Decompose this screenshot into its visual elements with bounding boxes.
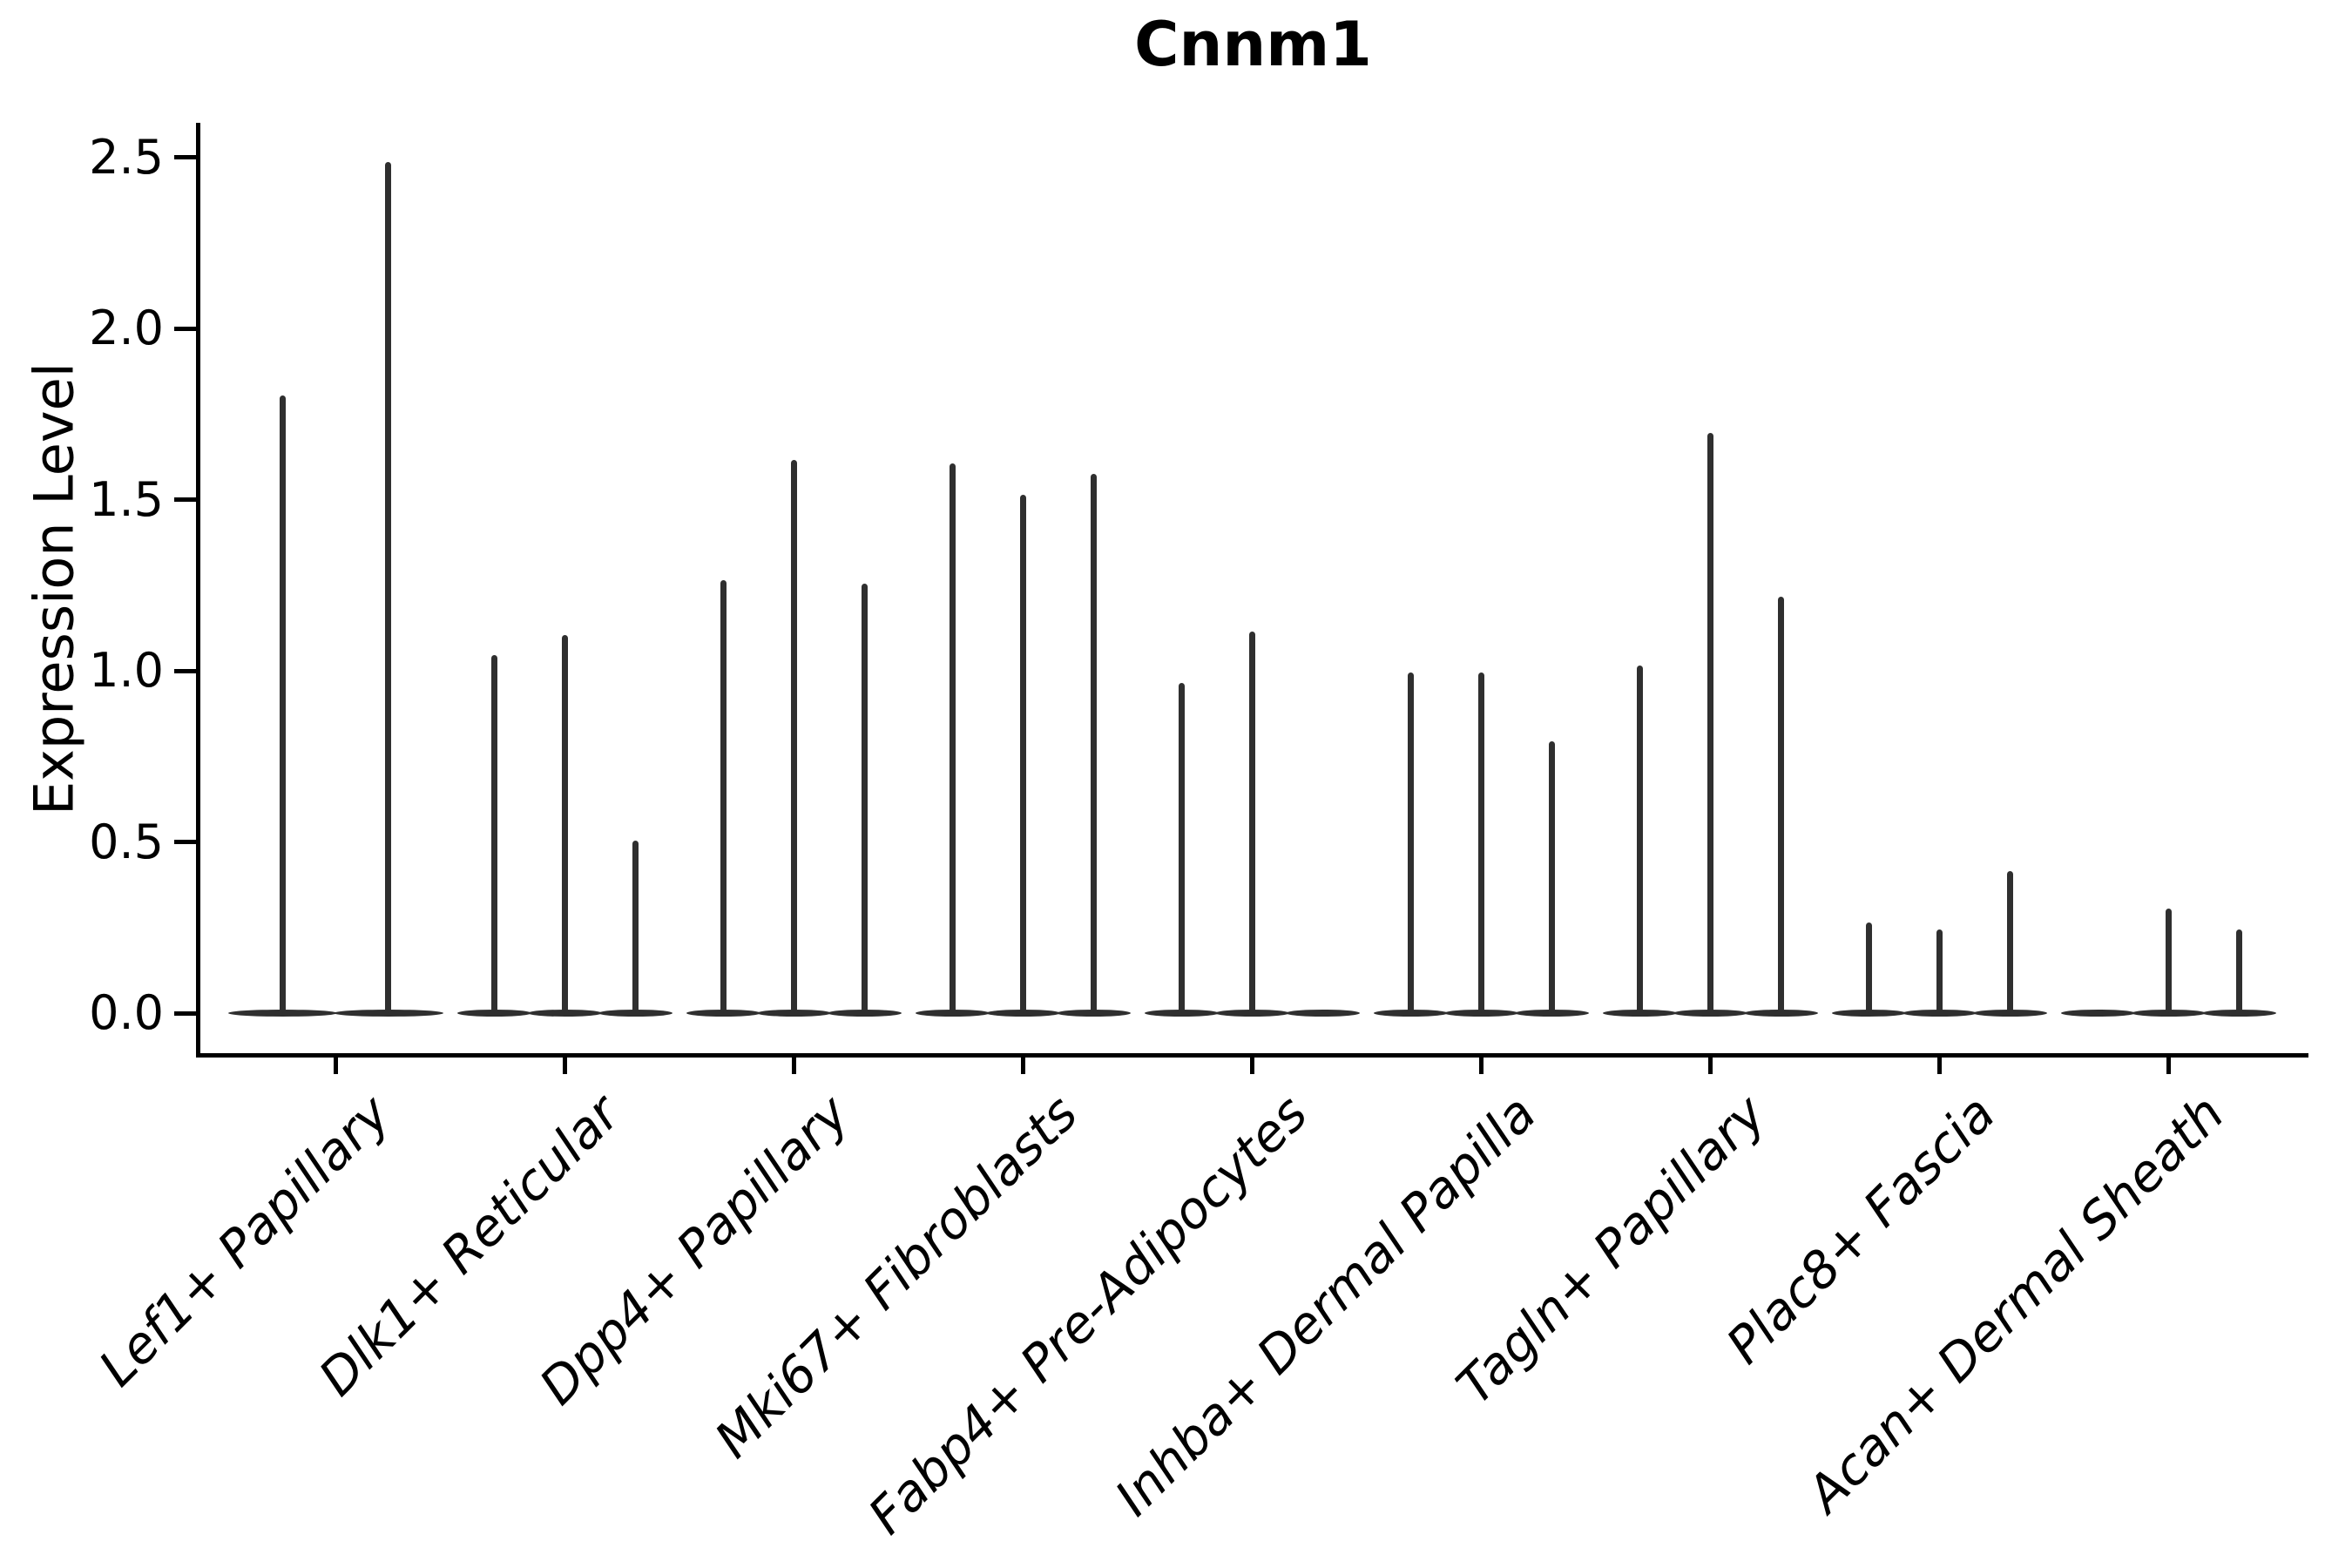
x-tick-label: Acan+ Dermal Sheath (1795, 1084, 2235, 1524)
violin-body (2132, 1010, 2207, 1017)
violin-spike (2236, 929, 2243, 1013)
violin-spike (790, 460, 797, 1013)
violin-body (1285, 1010, 1360, 1017)
violin-body (334, 1010, 443, 1017)
violin-spike (385, 162, 392, 1013)
violin-body (1444, 1010, 1518, 1017)
violin-body (1744, 1010, 1819, 1017)
violin-body (527, 1010, 602, 1017)
violin-body (827, 1010, 902, 1017)
plot-title: Cnnm1 (1134, 9, 1372, 80)
violin-body (598, 1010, 672, 1017)
violin-spike (949, 463, 956, 1013)
violin-body (1903, 1010, 1977, 1017)
violin-spike (1707, 432, 1714, 1013)
violin-body (227, 1010, 337, 1017)
y-tick-label: 1.0 (89, 643, 164, 698)
x-tick-label: Inhba+ Dermal Papilla (1104, 1084, 1548, 1528)
violin-body (2202, 1010, 2277, 1017)
violin-spike (2166, 909, 2173, 1013)
y-tick-label: 1.5 (89, 471, 164, 527)
y-axis-spine (196, 123, 200, 1057)
violin-spike (279, 395, 286, 1013)
y-tick-label: 2.5 (89, 129, 164, 185)
violin-body (1832, 1010, 1907, 1017)
violin-body (2061, 1010, 2136, 1017)
y-tick-mark (174, 1010, 198, 1016)
violin-spike (720, 579, 727, 1013)
y-axis-label: Expression Level (22, 362, 86, 815)
x-tick-mark (562, 1057, 567, 1074)
violin-body (1214, 1010, 1289, 1017)
violin-body (915, 1010, 990, 1017)
x-tick-mark (1937, 1057, 1943, 1074)
violin-spike (490, 655, 497, 1013)
violin-body (1603, 1010, 1678, 1017)
violin-body (1056, 1010, 1131, 1017)
violin-body (1144, 1010, 1219, 1017)
violin-spike (2007, 870, 2014, 1013)
x-tick-mark (333, 1057, 338, 1074)
violin-spike (1090, 473, 1097, 1013)
violin-spike (1549, 740, 1555, 1013)
violin-body (985, 1010, 1060, 1017)
violin-body (1973, 1010, 2048, 1017)
violin-spike (1248, 631, 1255, 1013)
violin-spike (1478, 672, 1484, 1013)
x-tick-mark (2166, 1057, 2172, 1074)
x-tick-mark (1020, 1057, 1025, 1074)
x-tick-mark (791, 1057, 796, 1074)
violin-body (1673, 1010, 1748, 1017)
y-tick-mark (174, 326, 198, 331)
violin-spike (1778, 597, 1785, 1013)
x-tick-mark (1479, 1057, 1484, 1074)
x-tick-label: Fabp4+ Pre-Adipocytes (856, 1084, 1319, 1546)
x-tick-mark (1249, 1057, 1254, 1074)
violin-spike (1408, 672, 1414, 1013)
violin-spike (632, 840, 639, 1013)
y-tick-label: 2.0 (89, 301, 164, 355)
violin-spike (1936, 929, 1943, 1013)
violin-body (1515, 1010, 1589, 1017)
y-tick-label: 0.5 (89, 814, 164, 869)
violin-spike (861, 583, 868, 1013)
y-tick-label: 0.0 (89, 985, 164, 1040)
y-tick-mark (174, 668, 198, 673)
x-axis-spine (196, 1053, 2308, 1058)
x-tick-mark (1708, 1057, 1713, 1074)
violin-body (756, 1010, 831, 1017)
violin-spike (1019, 494, 1026, 1013)
violin-spike (1866, 922, 1873, 1013)
y-tick-mark (174, 840, 198, 844)
y-tick-mark (174, 497, 198, 502)
violin-spike (1637, 666, 1644, 1013)
violin-body (686, 1010, 760, 1017)
y-tick-mark (174, 155, 198, 159)
violin-body (1374, 1010, 1448, 1017)
violin-spike (561, 634, 568, 1013)
violin-spike (1178, 682, 1185, 1013)
violin-body (456, 1010, 531, 1017)
